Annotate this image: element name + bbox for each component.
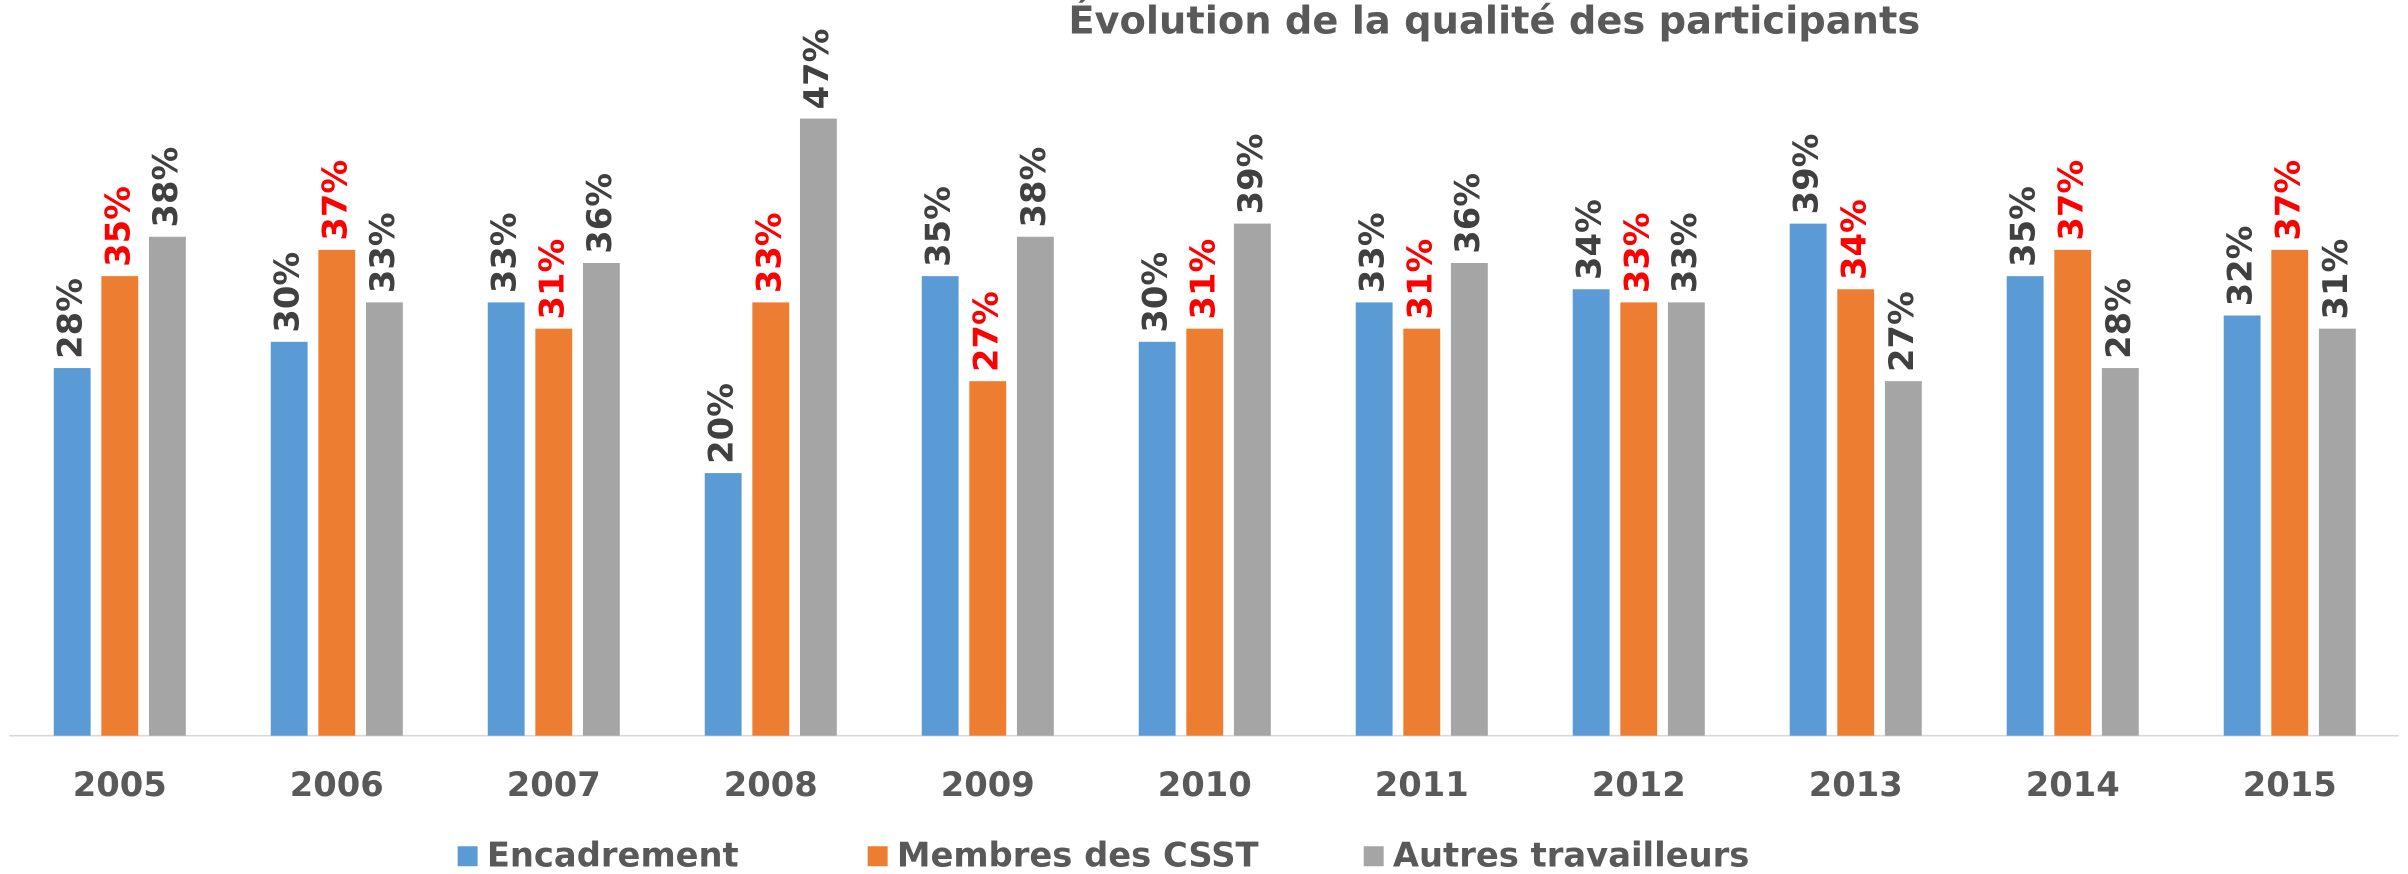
data-label: 37% [315, 160, 354, 241]
bar [53, 368, 91, 736]
bar [535, 328, 573, 736]
bar [1572, 289, 1610, 736]
data-label: 20% [702, 383, 741, 464]
data-label: 31% [532, 239, 571, 320]
bar [1355, 302, 1393, 736]
bar [2054, 249, 2092, 736]
data-label: 34% [1570, 199, 1609, 280]
data-label: 33% [485, 212, 524, 293]
bar [1186, 328, 1224, 736]
bar [270, 341, 308, 736]
bar [1450, 263, 1488, 736]
legend-label: Encadrement [487, 836, 739, 874]
data-label: 30% [268, 252, 307, 333]
bar [969, 381, 1007, 736]
bar [487, 302, 525, 736]
bar [704, 473, 742, 736]
data-label: 32% [2221, 225, 2260, 306]
data-label: 33% [1665, 212, 1704, 293]
x-tick-label: 2007 [507, 765, 601, 804]
data-label: 38% [1014, 147, 1053, 228]
bar [1667, 302, 1705, 736]
data-label: 34% [1834, 199, 1873, 280]
bar [2101, 368, 2139, 736]
data-label: 39% [1231, 134, 1270, 215]
legend-swatch [1363, 846, 1384, 867]
data-label: 37% [2268, 160, 2307, 241]
data-label: 35% [919, 186, 958, 267]
data-label: 35% [2004, 186, 2043, 267]
x-tick-label: 2009 [941, 765, 1035, 804]
data-label: 37% [2051, 160, 2090, 241]
data-label: 33% [749, 212, 788, 293]
data-label: 28% [2099, 278, 2138, 359]
bar [1138, 341, 1176, 736]
data-label: 33% [1353, 212, 1392, 293]
x-tick-label: 2005 [73, 765, 167, 804]
data-label: 33% [1617, 212, 1656, 293]
data-label: 36% [580, 173, 619, 254]
data-label: 33% [363, 212, 402, 293]
legend-swatch [457, 846, 478, 867]
x-tick-label: 2008 [724, 765, 818, 804]
x-tick-label: 2014 [2026, 765, 2120, 804]
data-label: 27% [966, 291, 1005, 372]
bar [921, 276, 959, 736]
data-label: 36% [1448, 173, 1487, 254]
legend-label: Membres des CSST [897, 836, 1259, 874]
x-tick-label: 2012 [1592, 765, 1686, 804]
bar [582, 263, 620, 736]
chart-title: Évolution de la qualité des participants [1068, 0, 1920, 44]
bar [101, 276, 139, 736]
bar [1233, 223, 1271, 736]
bar [1620, 302, 1658, 736]
data-label: 27% [1882, 291, 1921, 372]
x-tick-label: 2015 [2243, 765, 2337, 804]
bar [1403, 328, 1441, 736]
bar [1016, 236, 1054, 736]
legend-swatch [867, 846, 888, 867]
bar [2318, 328, 2356, 736]
x-tick-label: 2006 [290, 765, 384, 804]
bar [752, 302, 790, 736]
data-label: 31% [1183, 239, 1222, 320]
bar [2223, 315, 2261, 736]
bar [318, 249, 356, 736]
bar [148, 236, 186, 736]
data-label: 38% [146, 147, 185, 228]
x-tick-label: 2010 [1158, 765, 1252, 804]
x-tick-label: 2011 [1375, 765, 1469, 804]
bar [2271, 249, 2309, 736]
data-label: 28% [51, 278, 90, 359]
data-label: 30% [1136, 252, 1175, 333]
data-label: 31% [2316, 239, 2355, 320]
data-label: 47% [797, 29, 836, 110]
data-label: 31% [1400, 239, 1439, 320]
legend-label: Autres travailleurs [1393, 836, 1750, 874]
bar [1789, 223, 1827, 736]
x-tick-label: 2013 [1809, 765, 1903, 804]
data-label: 39% [1787, 134, 1826, 215]
bar [1837, 289, 1875, 736]
bar [365, 302, 403, 736]
bar [799, 118, 837, 736]
bar [2006, 276, 2044, 736]
bar [1884, 381, 1922, 736]
data-label: 35% [98, 186, 137, 267]
